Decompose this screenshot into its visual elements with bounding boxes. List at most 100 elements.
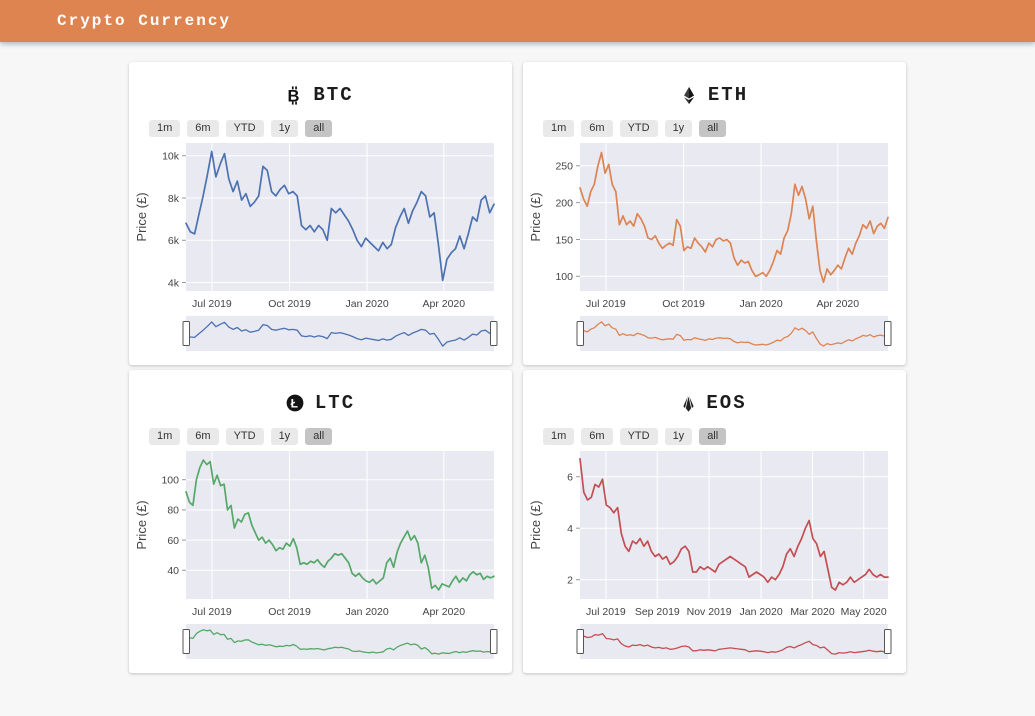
range-button-1y[interactable]: 1y xyxy=(270,428,299,445)
bitcoin-icon: B xyxy=(287,85,302,105)
svg-text:150: 150 xyxy=(555,234,573,246)
svg-text:B: B xyxy=(288,87,302,105)
slider-handle-left[interactable] xyxy=(576,321,584,346)
slider-handle-right[interactable] xyxy=(490,629,498,654)
slider-track[interactable] xyxy=(580,316,888,351)
panel-title: EOS xyxy=(523,392,906,414)
slider-handle-left[interactable] xyxy=(182,629,190,654)
slider-handle-right[interactable] xyxy=(490,321,498,346)
range-button-6m[interactable]: 6m xyxy=(187,120,219,137)
range-button-1m[interactable]: 1m xyxy=(543,120,575,137)
svg-text:Jan 2020: Jan 2020 xyxy=(345,298,388,310)
app-header: Crypto Currency xyxy=(0,0,1035,42)
coin-label: BTC xyxy=(313,84,354,106)
crypto-panel-btc: B BTC 1m 6m YTD 1y all Jul 2019 Oct 2019 Jan 2… xyxy=(129,62,512,365)
range-slider[interactable] xyxy=(129,311,512,357)
svg-text:Sep 2019: Sep 2019 xyxy=(635,606,680,618)
range-button-ytd[interactable]: YTD xyxy=(619,120,658,137)
svg-text:Oct 2019: Oct 2019 xyxy=(268,606,311,618)
crypto-panel-eth: ETH 1m 6m YTD 1y all Jul 2019 Oct 2019 Jan 202… xyxy=(523,62,906,365)
svg-text:Nov 2019: Nov 2019 xyxy=(687,606,732,618)
y-axis-label: Price (£) xyxy=(528,500,543,549)
svg-text:100: 100 xyxy=(555,271,573,283)
range-button-1y[interactable]: 1y xyxy=(664,120,693,137)
svg-text:8k: 8k xyxy=(168,193,180,205)
price-line xyxy=(185,459,495,591)
slider-handle-left[interactable] xyxy=(576,629,584,654)
slider-handle-left[interactable] xyxy=(182,321,190,346)
svg-text:250: 250 xyxy=(555,161,573,173)
svg-text:Apr 2020: Apr 2020 xyxy=(816,298,859,310)
price-chart[interactable]: Jul 2019 Oct 2019 Jan 2020 Apr 2020 4k 6k 8k 10… xyxy=(129,139,512,311)
svg-text:60: 60 xyxy=(167,535,179,547)
coin-label: ETH xyxy=(707,84,749,106)
svg-text:Jul 2019: Jul 2019 xyxy=(192,606,232,618)
panel-title: Ł LTC xyxy=(129,392,512,414)
svg-text:100: 100 xyxy=(161,475,179,487)
ethereum-icon xyxy=(681,86,697,105)
range-slider[interactable] xyxy=(523,311,906,357)
y-axis-label: Price (£) xyxy=(134,192,149,241)
slider-line xyxy=(579,321,889,347)
svg-text:40: 40 xyxy=(167,565,179,577)
price-line xyxy=(579,457,889,591)
panel-title: ETH xyxy=(523,84,906,106)
slider-line xyxy=(579,629,888,655)
crypto-panel-ltc: Ł LTC 1m 6m YTD 1y all Jul 2019 Oct 2019 Jan 2… xyxy=(129,370,512,673)
slider-line xyxy=(185,321,495,347)
range-button-1m[interactable]: 1m xyxy=(149,120,181,137)
slider-handle-right[interactable] xyxy=(884,629,892,654)
coin-label: EOS xyxy=(706,392,747,414)
y-axis-label: Price (£) xyxy=(134,500,149,549)
range-slider[interactable] xyxy=(129,619,512,665)
panel-title: B BTC xyxy=(129,84,512,106)
coin-label: LTC xyxy=(314,392,356,414)
slider-line xyxy=(185,629,495,655)
slider-handle-right[interactable] xyxy=(884,321,892,346)
price-chart[interactable]: Jul 2019 Sep 2019 Nov 2019 Jan 2020 Mar 2020… xyxy=(523,447,906,619)
range-selector: 1m 6m YTD 1y all xyxy=(149,120,512,137)
range-button-all[interactable]: all xyxy=(305,428,333,445)
range-button-all[interactable]: all xyxy=(699,120,727,137)
svg-text:Jul 2019: Jul 2019 xyxy=(586,298,626,310)
range-selector: 1m 6m YTD 1y all xyxy=(149,428,512,445)
slider-track[interactable] xyxy=(186,316,494,351)
price-chart[interactable]: Jul 2019 Oct 2019 Jan 2020 Apr 2020 100 150 20… xyxy=(523,139,906,311)
svg-text:Apr 2020: Apr 2020 xyxy=(422,606,465,618)
svg-text:Jan 2020: Jan 2020 xyxy=(345,606,388,618)
crypto-panel-eos: EOS 1m 6m YTD 1y all Jul 2019 Sep 2019 Nov 201… xyxy=(523,370,906,673)
svg-text:Jul 2019: Jul 2019 xyxy=(586,606,626,618)
svg-text:4k: 4k xyxy=(168,277,180,289)
plot-area[interactable] xyxy=(186,451,494,599)
plot-area[interactable] xyxy=(186,143,494,291)
price-line xyxy=(579,151,889,284)
range-button-1y[interactable]: 1y xyxy=(270,120,299,137)
range-button-6m[interactable]: 6m xyxy=(187,428,219,445)
svg-text:6: 6 xyxy=(567,472,573,484)
svg-text:4: 4 xyxy=(567,523,573,535)
svg-text:Oct 2019: Oct 2019 xyxy=(268,298,311,310)
price-line xyxy=(185,150,495,282)
range-button-all[interactable]: all xyxy=(305,120,333,137)
svg-text:Jan 2020: Jan 2020 xyxy=(739,298,782,310)
range-button-ytd[interactable]: YTD xyxy=(225,428,264,445)
range-button-1m[interactable]: 1m xyxy=(543,428,575,445)
app-title: Crypto Currency xyxy=(57,12,232,30)
dashboard-grid: B BTC 1m 6m YTD 1y all Jul 2019 Oct 2019 Jan 2… xyxy=(129,62,906,673)
range-button-6m[interactable]: 6m xyxy=(581,120,613,137)
slider-track[interactable] xyxy=(580,624,888,659)
range-button-all[interactable]: all xyxy=(699,428,727,445)
range-button-1m[interactable]: 1m xyxy=(149,428,181,445)
range-button-6m[interactable]: 6m xyxy=(581,428,613,445)
range-button-ytd[interactable]: YTD xyxy=(619,428,658,445)
plot-area[interactable] xyxy=(580,451,888,599)
svg-text:Jan 2020: Jan 2020 xyxy=(739,606,782,618)
svg-text:Apr 2020: Apr 2020 xyxy=(422,298,465,310)
price-chart[interactable]: Jul 2019 Oct 2019 Jan 2020 Apr 2020 40 60 80 10… xyxy=(129,447,512,619)
range-selector: 1m 6m YTD 1y all xyxy=(543,428,906,445)
range-button-ytd[interactable]: YTD xyxy=(225,120,264,137)
range-slider[interactable] xyxy=(523,619,906,665)
range-selector: 1m 6m YTD 1y all xyxy=(543,120,906,137)
range-button-1y[interactable]: 1y xyxy=(664,428,693,445)
svg-text:80: 80 xyxy=(167,505,179,517)
